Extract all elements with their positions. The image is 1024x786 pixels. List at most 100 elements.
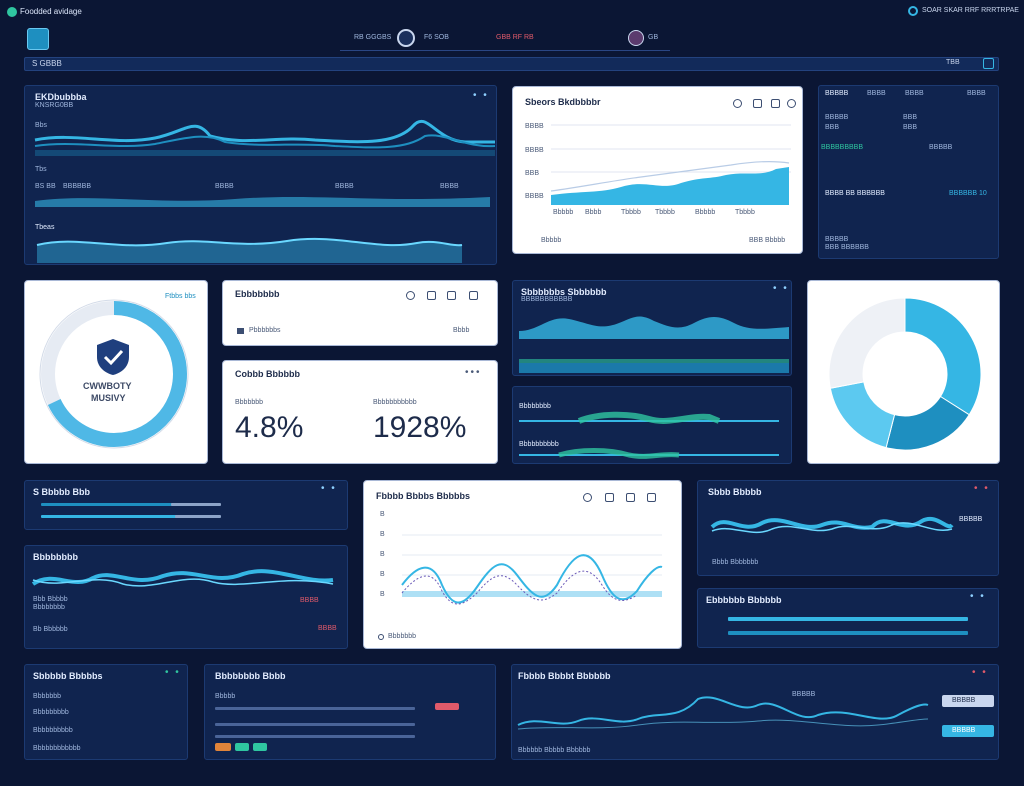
search-right-label[interactable]: TBB [946,59,960,66]
nav-item-2[interactable]: F6 SOB [424,34,449,41]
list-item[interactable]: Bbbbbbb [33,693,62,700]
y-tick-4: B [380,591,385,598]
forecast-wave [517,696,929,730]
forecast-foot: Bbbbbb Bbbbb Bbbbbb [518,747,591,754]
list-item[interactable]: Bbbbbbbbb [33,709,69,716]
band-chart-2 [519,448,779,459]
search-bar[interactable] [24,57,999,71]
forecast-button-1[interactable] [942,695,994,707]
kpi-value-1: 4.8% [235,411,304,444]
highlight-2[interactable]: BBBBB [929,144,953,151]
panel-title: EKDbubbba [35,92,87,102]
tick-1: BBBBBB [63,183,92,190]
tick-3: BBBB [335,183,354,190]
share-icon[interactable] [447,291,456,300]
nav-center-icon[interactable] [397,29,415,47]
list-item[interactable]: Bbbbbbbbbbbb [33,745,81,752]
panel-security: Ftbbs bbs CWWBOTY MUSIVY [24,280,208,464]
nav-item-3[interactable]: GBB RF RB [496,34,534,41]
legend-right: BBB Bbbbb [749,237,786,244]
security-ring [39,299,189,449]
panel-menu-icon[interactable]: • • [165,667,181,678]
panel-menu-icon[interactable]: • • [773,283,789,294]
brand-logo[interactable] [27,28,49,50]
panel-title: S Bbbbb Bbb [33,487,90,497]
more-icon[interactable] [469,291,478,300]
row-0-a: BBBBB [825,114,849,121]
print-icon[interactable] [605,493,614,502]
trend-label-2: Bbbbbbbb [33,604,65,611]
donut-slice[interactable] [828,297,906,389]
trend-right-tag-2[interactable]: BBBB [318,625,337,632]
share-icon[interactable] [771,99,780,108]
donut-slice[interactable] [829,381,896,449]
trend-right-tag[interactable]: BBBB [300,597,319,604]
panel-subtitle: KNSRG0BB [35,102,74,109]
download-icon[interactable] [406,291,415,300]
panel-title: Ftbbs bbs [165,293,196,300]
y-tick-2: B [380,551,385,558]
x-tick-5: Tbbbb [735,209,755,216]
tick-0: BS BB [35,183,56,190]
x-tick-0: Bbbbb [553,209,574,216]
panel-title: Sbbb Bbbbb [708,487,762,497]
row-icon [237,328,244,334]
kpi-label-1: Bbbbbbb [235,399,264,406]
share-icon[interactable] [626,493,635,502]
settings-icon[interactable] [983,58,994,69]
capacity-bar-2 [728,631,968,635]
kpi-value-2: 1928% [373,411,467,444]
nav-item-1[interactable]: RB GGGBS [354,34,392,41]
print-icon[interactable] [753,99,762,108]
row-right[interactable]: Bbbb [453,327,470,334]
panel-menu-icon[interactable]: • • [970,591,986,602]
panel-donut [807,280,1000,464]
wave-chart-mid [35,197,490,207]
highlight[interactable]: BBBBBBBBB [821,144,864,151]
shield-icon [97,339,129,375]
forecast-button-2[interactable] [942,725,994,737]
timeline-bar-1 [215,707,415,710]
panel-list: Sbbbbb Bbbbbs • • Bbbbbbb Bbbbbbbbb Bbbb… [24,664,188,760]
panel-menu-icon[interactable]: • • [473,90,489,101]
spectrum-foot: Bbbb Bbbbbbb [712,559,759,566]
kpi-label-2: Bbbbbbbbbbb [373,399,417,406]
panel-menu-icon[interactable]: • • [974,483,990,494]
panel-menu-icon[interactable]: ••• [465,367,482,378]
print-icon[interactable] [427,291,436,300]
nav-item-4[interactable]: GB [648,34,659,41]
y-tick-1: BBBB [525,147,544,154]
trend-foot: Bb Bbbbbb [33,626,68,633]
panel-menu-icon[interactable]: • • [321,483,337,494]
trend-label-1: Bbb Bbbbb [33,596,68,603]
panel-title: Bbbbbbbb Bbbb [215,671,286,681]
wave-chart-bottom [36,237,463,263]
legend: Bbbbbbb [388,633,417,640]
more-icon[interactable] [787,99,796,108]
row-r2: BBB BBBBBB [825,244,869,251]
panel-timeline: Bbbbbbbb Bbbb Bbbbb [204,664,496,760]
row-1-a: BBB [825,124,840,131]
forecast-button-1-label[interactable]: BBBBB [952,697,976,704]
big-row: BBBB BB BBBBBB [825,190,885,197]
timeline-tag-4 [253,743,267,751]
download-icon[interactable] [583,493,592,502]
panel-menu-icon[interactable]: • • [972,667,988,678]
panel-spectrum: Sbbb Bbbbb • • BBBBB Bbbb Bbbbbbb [697,480,999,576]
row-1-b: BBB [903,124,918,131]
big-row-val: BBBBBB 10 [949,190,987,197]
forecast-button-2-label[interactable]: BBBBB [952,727,976,734]
header-3: BBBB [967,90,986,97]
list-item[interactable]: Bbbbbbbbbb [33,727,73,734]
panel-title: Ebbbbbb Bbbbbb [706,595,782,605]
progress-bar-2-track [175,515,221,518]
app-title: Foodded avidage [20,7,82,16]
nav-avatar[interactable] [628,30,644,46]
search-input[interactable]: S GBBB [32,59,62,68]
download-icon[interactable] [733,99,742,108]
donut-slice[interactable] [904,297,982,416]
band-label-2: Bbbbbbbbbb [519,441,559,448]
timeline-tag-2 [215,743,231,751]
spectrum-right[interactable]: BBBBB [959,516,983,523]
more-icon[interactable] [647,493,656,502]
